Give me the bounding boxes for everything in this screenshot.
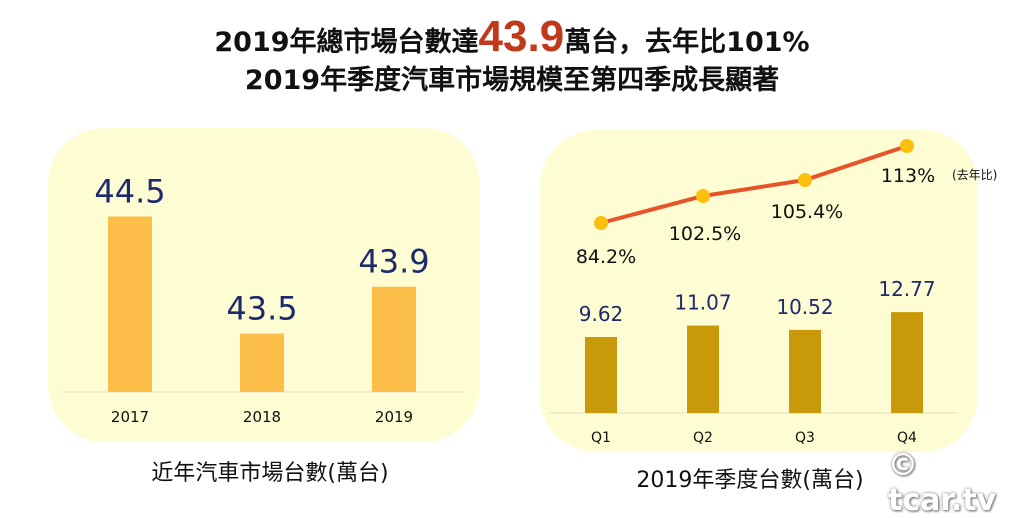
yoy-marker-Q4 [900, 139, 914, 153]
bar-2018 [240, 333, 284, 392]
annual-chart-title: 近年汽車市場台數(萬台) [151, 461, 389, 486]
yoy-label-Q3: 105.4% [771, 201, 843, 223]
yoy-line [600, 144, 908, 225]
watermark: © tcar.tv [888, 448, 997, 518]
headline: 2019年總市場台數達43.9萬台，去年比101% [0, 12, 1024, 62]
x-tick-Q1: Q1 [591, 430, 611, 446]
data-label-2019: 43.9 [358, 243, 429, 281]
bar-label-Q1: 9.62 [579, 302, 624, 326]
x-tick-2019: 2019 [375, 408, 413, 426]
bar-Q1 [585, 337, 617, 413]
subheadline: 2019年季度汽車市場規模至第四季成長顯著 [244, 65, 780, 96]
data-label-2018: 43.5 [226, 290, 297, 328]
bar-Q3 [789, 329, 821, 413]
x-tick-Q4: Q4 [897, 430, 917, 446]
headline-text: 2019年總市場台數達 [214, 27, 479, 58]
data-label-2017: 44.5 [94, 173, 165, 211]
charts-svg: 44.5 2017 43.5 2018 43.9 2019 9.62 Q1 11.07 Q2 10.… [62, 139, 997, 446]
bar-2017 [108, 216, 152, 392]
yoy-legend: (去年比) [952, 168, 997, 182]
x-tick-Q2: Q2 [693, 430, 713, 446]
bar-label-Q3: 10.52 [776, 295, 833, 319]
bar-label-Q2: 11.07 [674, 291, 731, 315]
x-tick-2017: 2017 [111, 408, 149, 426]
bar-Q4 [891, 312, 923, 413]
yoy-label-Q2: 102.5% [669, 223, 741, 245]
x-tick-Q3: Q3 [795, 430, 815, 446]
yoy-marker-Q2 [696, 189, 710, 203]
headline-highlight: 43.9 [478, 12, 565, 61]
quarterly-chart-title: 2019年季度台數(萬台) [636, 468, 864, 493]
x-tick-2018: 2018 [243, 408, 281, 426]
bar-label-Q4: 12.77 [878, 277, 935, 301]
yoy-label-Q4: 113% [881, 165, 935, 187]
bar-2019 [372, 286, 416, 392]
yoy-marker-Q1 [594, 216, 608, 230]
headline-text-2: 萬台，去年比101% [564, 27, 810, 58]
yoy-marker-Q3 [798, 173, 812, 187]
bar-Q2 [687, 325, 719, 413]
yoy-label-Q1: 84.2% [576, 246, 636, 268]
